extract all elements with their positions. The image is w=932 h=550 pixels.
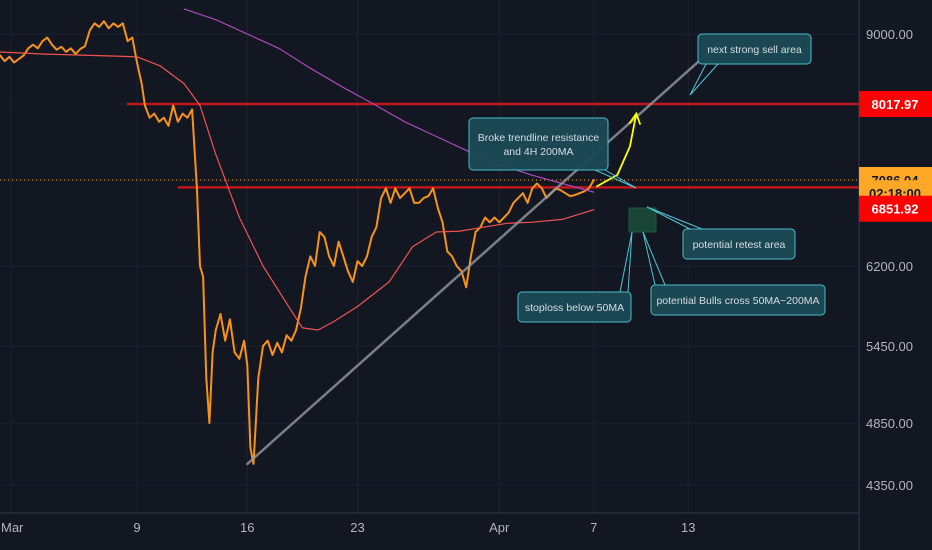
x-tick-label: 13 (681, 520, 695, 535)
btc-price-line (0, 20, 595, 465)
x-tick-label: Mar (1, 520, 24, 535)
annotation-callout[interactable]: next strong sell area (689, 33, 812, 96)
y-tick-label: 4850.00 (866, 416, 913, 431)
annotation-callout[interactable]: potential Bulls cross 50MA~200MA (642, 231, 826, 316)
callout-text: next strong sell area (707, 44, 802, 56)
x-tick-label: 23 (350, 520, 364, 535)
callout-text: Broke trendline resistance (478, 132, 600, 144)
callout-text: stoploss below 50MA (525, 302, 624, 314)
series-lines (0, 8, 722, 466)
price-tag-box (859, 195, 932, 222)
callout-pointer (689, 63, 719, 96)
annotation-callout[interactable]: Broke trendline resistance and 4H 200MA (468, 117, 637, 189)
x-tick-label: Apr (489, 520, 510, 535)
projection-arrowhead (628, 111, 642, 125)
callout-pointer (646, 206, 703, 230)
time-axis[interactable]: Mar 9 16 23 Apr 7 13 (1, 520, 695, 535)
callout-text: potential Bulls cross 50MA~200MA (656, 295, 819, 307)
x-tick-label: 9 (133, 520, 140, 535)
callout-text: and 4H 200MA (503, 146, 573, 158)
annotations[interactable]: next strong sell area Broke trendline res… (468, 33, 826, 323)
annotation-callout[interactable]: stoploss below 50MA (517, 231, 633, 323)
x-tick-label: 16 (240, 520, 254, 535)
callout-text: potential retest area (693, 239, 786, 251)
price-tag-label: 8017.97 (872, 97, 919, 112)
callout-pointer (642, 231, 666, 286)
callout-box (697, 33, 812, 65)
retest-zone-box (628, 207, 657, 233)
callout-box (517, 291, 632, 323)
trendline-support (246, 41, 722, 466)
callout-box (682, 228, 796, 260)
ma50-line (0, 51, 595, 331)
horizontal-levels[interactable] (0, 102, 859, 189)
callout-pointer (619, 231, 633, 293)
callout-box (468, 117, 609, 171)
y-tick-label: 6200.00 (866, 259, 913, 274)
y-tick-label: 4350.00 (866, 478, 913, 493)
price-tag-box (859, 91, 932, 118)
retest-zone (628, 207, 657, 233)
callout-pointer (594, 169, 637, 189)
price-tag-label: 6851.92 (872, 202, 919, 217)
projection-arrow (596, 112, 638, 188)
callout-box (650, 284, 826, 316)
annotation-callout[interactable]: potential retest area (646, 206, 796, 260)
y-tick-label: 5450.00 (866, 339, 913, 354)
y-tick-label: 9000.00 (866, 27, 913, 42)
ma200-line (183, 8, 595, 193)
x-tick-label: 7 (590, 520, 597, 535)
